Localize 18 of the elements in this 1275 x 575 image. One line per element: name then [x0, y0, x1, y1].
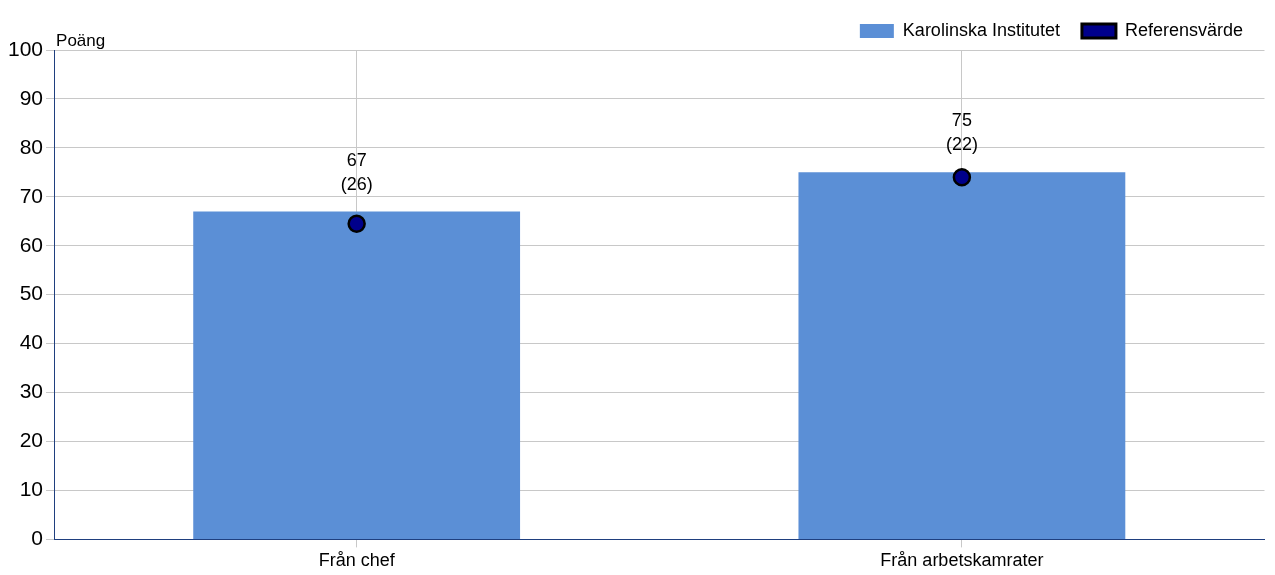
y-tick-label: 100	[7, 36, 44, 60]
y-tick-label: 0	[31, 526, 44, 550]
y-tick-label: 10	[19, 477, 44, 501]
y-tick-label: 60	[19, 232, 44, 256]
legend-label: Referensvärde	[1124, 19, 1244, 40]
data-label: 67 (26)	[340, 149, 373, 194]
y-tick-label: 50	[19, 281, 44, 305]
y-tick-label: 40	[19, 330, 44, 354]
y-tick-label: 90	[19, 85, 44, 109]
y-tick-label: 70	[19, 183, 44, 207]
legend-label: Karolinska Institutet	[902, 19, 1060, 40]
x-tick-label: Från chef	[318, 550, 396, 571]
y-axis-title: Poäng	[56, 31, 106, 50]
x-tick-label: Från arbetskamrater	[880, 550, 1044, 571]
y-tick-label: 30	[19, 379, 44, 403]
data-label: 75 (22)	[945, 110, 978, 155]
y-tick-label: 80	[19, 134, 44, 158]
y-tick-label: 20	[19, 428, 44, 452]
